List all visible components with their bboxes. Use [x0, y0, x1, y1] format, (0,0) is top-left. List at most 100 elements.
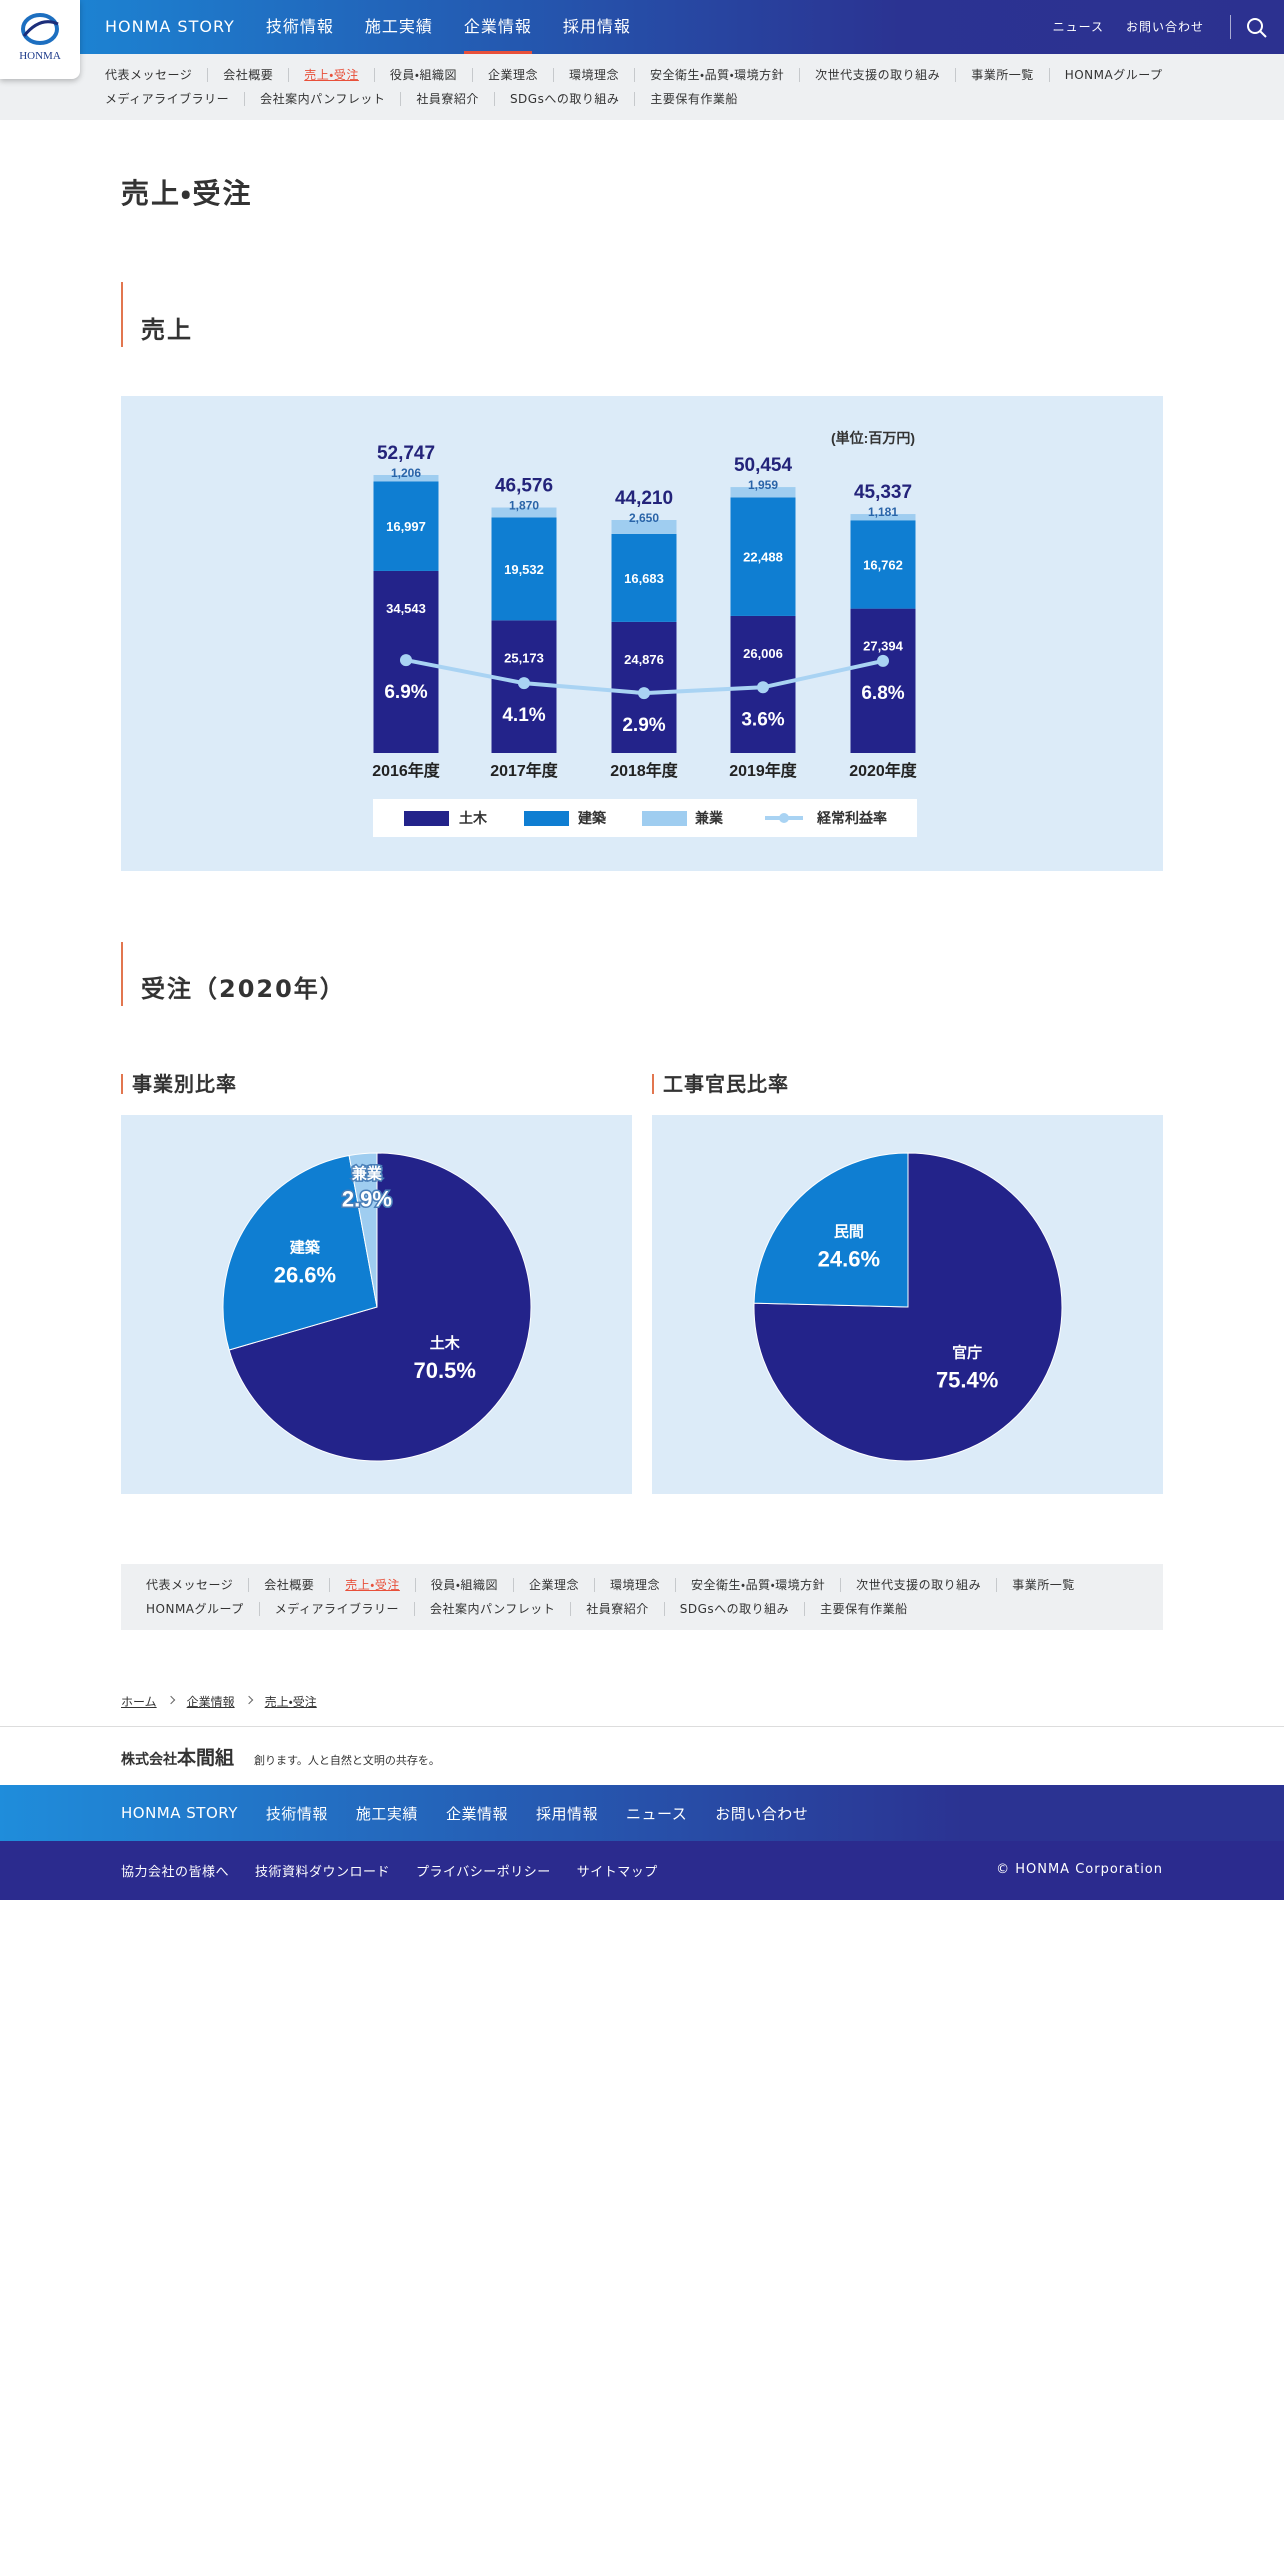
search-icon[interactable]: [1246, 17, 1268, 39]
chart-title: 工事官民比率: [652, 1074, 789, 1094]
utility-link[interactable]: ニュース: [1052, 20, 1104, 34]
value-label: 16,683: [624, 571, 664, 586]
sub-nav-link[interactable]: 安全衛生・品質・環境方針: [634, 68, 799, 82]
sub-nav-link[interactable]: 企業理念: [512, 1578, 594, 1592]
nav-link[interactable]: 採用情報: [562, 17, 631, 36]
chart-panel: 土木 70.5% 建築 26.6% 兼業 2.9%: [121, 1115, 632, 1494]
sub-nav-link[interactable]: 会社案内パンフレット: [413, 1602, 570, 1616]
company-name: 本間組: [177, 1747, 235, 1769]
sub-nav-link[interactable]: SDGsへの取り組み: [493, 92, 634, 106]
legend-label: 兼業: [695, 810, 724, 826]
page-title: 売上・受注: [121, 177, 253, 210]
sub-nav-link[interactable]: 社員寮紹介: [570, 1602, 664, 1616]
pie-slice: [348, 1152, 378, 1308]
sub-nav-link[interactable]: 社員寮紹介: [400, 92, 494, 106]
footer-nav-link[interactable]: 企業情報: [445, 1804, 508, 1823]
pie-slice: [753, 1152, 909, 1308]
breadcrumb-item: 売上・受注: [264, 1695, 317, 1709]
bar-segment: [730, 487, 796, 498]
sub-nav-link[interactable]: SDGsへの取り組み: [663, 1602, 804, 1616]
sub-nav-link[interactable]: 役員・組織図: [373, 68, 472, 82]
bar-segment: [491, 507, 557, 518]
nav-link[interactable]: 技術情報: [265, 17, 334, 36]
unit-label: (単位:百万円): [831, 430, 915, 446]
sub-nav-link[interactable]: 安全衛生・品質・環境方針: [675, 1578, 840, 1592]
pie-label: 土木: [430, 1334, 461, 1352]
value-label: 27,394: [863, 639, 904, 654]
chart-panel: 官庁 75.4% 民間 24.6%: [652, 1115, 1163, 1494]
sub-nav-link[interactable]: メディアライブラリー: [258, 1602, 414, 1616]
footer-link[interactable]: プライバシーポリシー: [416, 1865, 551, 1880]
sub-nav-link[interactable]: 企業理念: [471, 68, 553, 82]
sub-nav-link[interactable]: 会社概要: [248, 1578, 329, 1592]
sub-nav-link[interactable]: 主要保有作業船: [634, 92, 753, 106]
sub-nav-link[interactable]: 環境理念: [552, 68, 634, 82]
bar-segment: [850, 608, 916, 753]
footer-nav-link[interactable]: 採用情報: [535, 1804, 598, 1823]
pie-chart: 官庁 75.4% 民間 24.6%: [753, 1152, 1063, 1462]
sub-nav-link[interactable]: 事業所一覧: [996, 1578, 1090, 1592]
copyright: © HONMA Corporation: [996, 1862, 1163, 1877]
nav-link[interactable]: 施工実績: [364, 17, 433, 36]
x-tick-label: 2019年度: [729, 761, 798, 780]
value-label: 34,543: [386, 601, 426, 616]
utility-link[interactable]: お問い合わせ: [1125, 20, 1204, 34]
nav-link[interactable]: HONMA STORY: [105, 17, 235, 36]
footer-link[interactable]: 協力会社の皆様へ: [121, 1865, 230, 1880]
breadcrumb-item[interactable]: 企業情報: [186, 1695, 235, 1709]
sub-nav-link[interactable]: 会社概要: [207, 68, 288, 82]
footer-nav-link[interactable]: お問い合わせ: [715, 1804, 809, 1823]
sub-nav-link[interactable]: 代表メッセージ: [146, 1578, 234, 1592]
sub-nav-link[interactable]: 次世代支援の取り組み: [840, 1578, 996, 1592]
x-tick-label: 2020年度: [849, 761, 918, 780]
section-title: 売上: [121, 282, 193, 347]
sales-chart: (単位:百万円) 34,543 16,997 1,206 52,747 2016年度 25,…: [372, 430, 918, 837]
footer-nav-link[interactable]: ニュース: [625, 1804, 688, 1823]
sub-nav-link[interactable]: 事業所一覧: [955, 68, 1049, 82]
header-bar: [0, 0, 1284, 54]
legend-swatch: [404, 811, 449, 826]
sub-nav-link[interactable]: 主要保有作業船: [804, 1602, 923, 1616]
sub-nav-link[interactable]: 次世代支援の取り組み: [799, 68, 955, 82]
breadcrumb-item[interactable]: ホーム: [121, 1695, 157, 1709]
pie-chart: 土木 70.5% 建築 26.6% 兼業 2.9%: [222, 1152, 532, 1462]
total-label: 52,747: [377, 443, 435, 464]
nav-link[interactable]: 企業情報: [463, 0, 532, 54]
sub-nav-link[interactable]: HONMAグループ: [146, 1602, 244, 1616]
sub-nav-link[interactable]: メディアライブラリー: [105, 92, 230, 106]
sub-nav-link[interactable]: 売上・受注: [288, 68, 374, 82]
footer-nav-link[interactable]: 施工実績: [355, 1804, 418, 1823]
footer-link[interactable]: 技術資料ダウンロード: [255, 1865, 391, 1880]
divider: [1230, 15, 1231, 39]
footer-nav-link[interactable]: HONMA STORY: [121, 1804, 238, 1822]
pie-slice: [753, 1152, 1063, 1462]
value-label: 26,006: [743, 646, 783, 661]
pie-slice: [228, 1152, 532, 1462]
sub-nav-link[interactable]: 役員・組織図: [414, 1578, 513, 1592]
sub-nav-link[interactable]: 会社案内パンフレット: [244, 92, 400, 106]
company-prefix: 株式会社: [121, 1752, 177, 1768]
legend-label: 経常利益率: [816, 810, 887, 826]
line-point: [400, 654, 412, 667]
value-label: 2,650: [629, 511, 659, 525]
footer-link[interactable]: サイトマップ: [576, 1865, 658, 1880]
line-point: [638, 687, 650, 700]
value-label: 19,532: [504, 562, 544, 577]
logo[interactable]: HONMA: [0, 0, 80, 79]
sub-nav-link[interactable]: 環境理念: [593, 1578, 675, 1592]
value-label: 1,206: [391, 466, 421, 480]
footer-nav-link[interactable]: 技術情報: [265, 1804, 328, 1823]
bar-segment: [373, 481, 439, 571]
footer-nav: HONMA STORY 技術情報 施工実績 企業情報 採用情報 ニュース お問い合わせ: [0, 1785, 1284, 1841]
bar-segment: [730, 497, 796, 616]
line-label: 6.8%: [861, 683, 904, 704]
sub-nav-link[interactable]: 売上・受注: [329, 1578, 415, 1592]
pie-value: 26.6%: [274, 1263, 336, 1288]
sub-nav-link[interactable]: HONMAグループ: [1048, 68, 1178, 82]
value-label: 1,870: [509, 499, 539, 513]
value-label: 16,997: [386, 519, 426, 534]
bar-segment: [611, 533, 677, 622]
sub-nav-link[interactable]: 代表メッセージ: [105, 68, 193, 82]
pie-value: 75.4%: [936, 1368, 998, 1393]
